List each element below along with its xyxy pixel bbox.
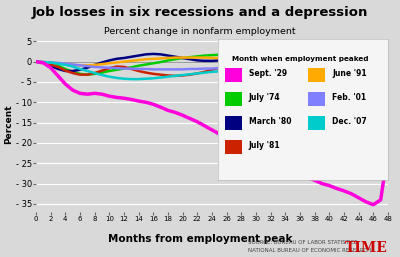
Text: Feb. '01: Feb. '01 [332, 93, 366, 102]
Text: June '91: June '91 [332, 69, 366, 78]
Text: Sept. '29: Sept. '29 [249, 69, 287, 78]
Bar [225, 116, 242, 130]
Bar [225, 140, 242, 154]
Text: Months from employment peak: Months from employment peak [108, 234, 292, 244]
Bar [225, 92, 242, 106]
Text: July '81: July '81 [249, 141, 280, 150]
Text: Dec. '07: Dec. '07 [332, 117, 367, 126]
Text: TIME: TIME [344, 241, 388, 255]
Text: Month when employment peaked: Month when employment peaked [232, 56, 368, 61]
Text: SOURCE: BUREAU OF LABOR STATISTICS: SOURCE: BUREAU OF LABOR STATISTICS [248, 240, 358, 245]
Bar [308, 92, 325, 106]
Bar [308, 68, 325, 82]
Bar [308, 116, 325, 130]
Text: Job losses in six recessions and a depression: Job losses in six recessions and a depre… [32, 6, 368, 20]
Text: March '80: March '80 [249, 117, 291, 126]
Y-axis label: Percent: Percent [4, 105, 13, 144]
Text: July '74: July '74 [249, 93, 280, 102]
Text: NATIONAL BUREAU OF ECONOMIC RESEARCH: NATIONAL BUREAU OF ECONOMIC RESEARCH [248, 248, 371, 253]
Text: Percent change in nonfarm employment: Percent change in nonfarm employment [104, 27, 296, 36]
Bar [225, 68, 242, 82]
